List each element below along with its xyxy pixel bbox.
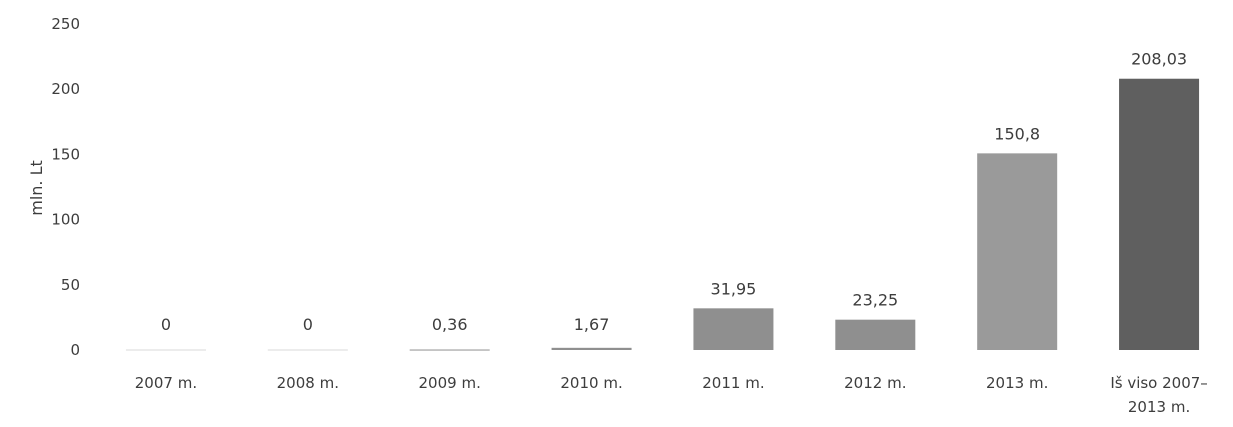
y-axis-title-group: mln. Lt: [27, 160, 46, 216]
bar: [551, 347, 632, 350]
data-label: 1,67: [574, 315, 610, 334]
data-label: 23,25: [852, 291, 898, 310]
y-tick-label: 100: [51, 211, 80, 229]
bar: [409, 349, 490, 351]
y-tick-labels: 0 50 100 150 200 250: [51, 15, 80, 359]
category-labels: 2007 m. 2008 m. 2009 m. 2010 m. 2011 m. 2012 …: [135, 374, 1208, 416]
category-label: 2011 m.: [702, 374, 764, 392]
y-tick-label: 50: [61, 276, 80, 294]
category-label: 2007 m.: [135, 374, 197, 392]
category-label: 2010 m.: [560, 374, 622, 392]
bar: [835, 319, 916, 350]
y-axis-title: mln. Lt: [27, 160, 46, 216]
bar: [125, 349, 206, 351]
data-label: 31,95: [711, 279, 757, 298]
bar: [1119, 78, 1200, 350]
bar: [977, 153, 1058, 350]
category-label: Iš viso 2007–: [1110, 374, 1208, 392]
category-label: 2009 m.: [419, 374, 481, 392]
category-label: 2013 m.: [986, 374, 1048, 392]
y-tick-label: 250: [51, 15, 80, 33]
y-tick-label: 200: [51, 80, 80, 98]
data-label: 208,03: [1131, 50, 1187, 69]
category-label: 2013 m.: [1128, 398, 1190, 416]
bar: [267, 349, 348, 351]
data-labels: 0 0 0,36 1,67 31,95 23,25 150,8 208,03: [161, 50, 1187, 334]
data-label: 0: [303, 315, 313, 334]
category-label: 2008 m.: [277, 374, 339, 392]
bar: [693, 308, 774, 350]
y-tick-label: 0: [70, 341, 80, 359]
data-label: 0: [161, 315, 171, 334]
y-tick-label: 150: [51, 145, 80, 163]
bars: [125, 78, 1200, 351]
data-label: 0,36: [432, 315, 468, 334]
data-label: 150,8: [994, 124, 1040, 143]
category-label: 2012 m.: [844, 374, 906, 392]
